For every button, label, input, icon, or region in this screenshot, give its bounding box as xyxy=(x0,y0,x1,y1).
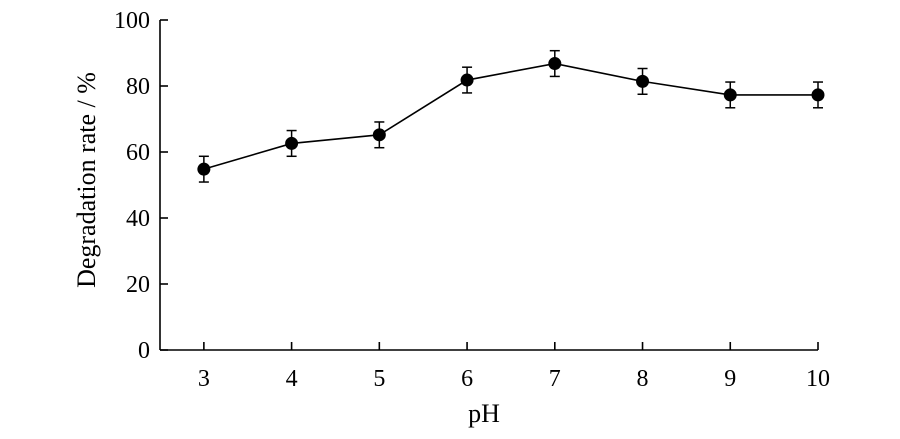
x-tick-label: 7 xyxy=(549,366,561,392)
data-point xyxy=(460,73,474,87)
x-tick-label: 8 xyxy=(637,366,649,392)
data-point xyxy=(285,136,299,150)
axes: 0 20 40 60 80 100 3 4 5 6 7 8 9 10 xyxy=(114,8,830,392)
data-point xyxy=(197,162,211,176)
data-point xyxy=(372,128,386,142)
y-tick-label: 60 xyxy=(126,140,150,166)
y-tick-label: 40 xyxy=(126,206,150,232)
x-tick-label: 9 xyxy=(724,366,736,392)
x-tick-label: 3 xyxy=(198,366,210,392)
x-tick-label: 5 xyxy=(373,366,385,392)
x-tick-label: 10 xyxy=(806,366,830,392)
x-tick-label: 4 xyxy=(286,366,298,392)
y-tick-label: 20 xyxy=(126,272,150,298)
data-point xyxy=(811,88,825,102)
x-tick-label: 6 xyxy=(461,366,473,392)
y-axis-title: Degradation rate / % xyxy=(72,72,101,288)
y-tick-label: 80 xyxy=(126,74,150,100)
data-point xyxy=(723,88,737,102)
x-axis-title: pH xyxy=(468,399,500,428)
data-point xyxy=(548,57,562,71)
data-point xyxy=(636,74,650,88)
y-tick-label: 0 xyxy=(138,338,150,364)
y-tick-label: 100 xyxy=(114,8,150,34)
series-line xyxy=(203,62,818,170)
series xyxy=(197,49,825,183)
